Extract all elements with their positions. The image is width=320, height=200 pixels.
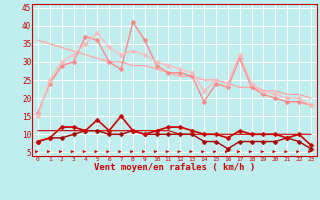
X-axis label: Vent moyen/en rafales ( km/h ): Vent moyen/en rafales ( km/h )	[94, 163, 255, 172]
